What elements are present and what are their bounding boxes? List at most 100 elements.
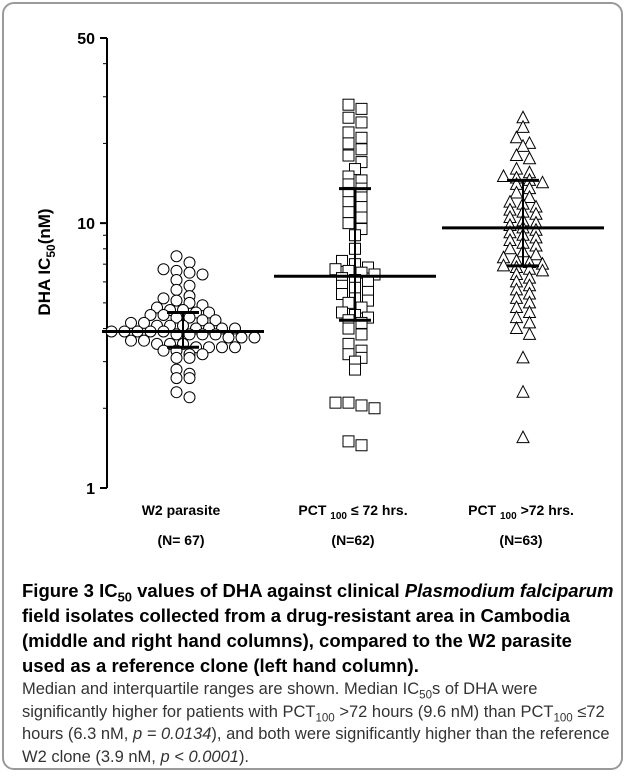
data-point-triangle [516, 430, 530, 444]
data-point-square [362, 275, 374, 288]
data-point-triangle [516, 350, 530, 364]
data-point-triangle [503, 241, 517, 255]
data-point-triangle [516, 138, 530, 152]
data-point-circle [222, 331, 235, 344]
data-point-square [355, 328, 368, 341]
chart-axes: 1 10 50 [77, 31, 108, 498]
data-point-circle [183, 391, 196, 404]
data-point-square [342, 322, 355, 335]
data-point-circle [170, 294, 183, 307]
data-point-circle [170, 372, 183, 385]
data-point-square [336, 288, 348, 301]
data-point-triangle [535, 263, 550, 277]
data-point-square [342, 126, 355, 139]
data-point-square [342, 337, 355, 350]
data-point-square [368, 402, 381, 415]
axis-labels: DHA IC50(nM) W2 parasite (N= 67) PCT 100 ≤… [35, 208, 574, 548]
data-point-circle [125, 316, 137, 329]
data-points [105, 98, 550, 452]
data-point-circle [229, 341, 241, 354]
data-point-circle [157, 308, 170, 321]
data-point-triangle [516, 119, 530, 133]
data-point-circle [170, 386, 183, 399]
data-point-triangle [529, 247, 543, 261]
data-point-square [355, 102, 368, 115]
data-point-square [342, 435, 355, 448]
data-point-circle [183, 372, 196, 385]
data-point-square [355, 143, 368, 156]
data-point-square [355, 399, 368, 412]
data-point-circle [183, 266, 196, 279]
data-point-triangle [496, 168, 511, 182]
data-point-circle [216, 341, 228, 354]
data-point-circle [235, 331, 248, 344]
data-point-circle [170, 351, 183, 364]
data-point-circle [157, 344, 170, 357]
data-point-circle [157, 292, 170, 305]
data-point-circle [196, 348, 209, 361]
data-point-triangle [522, 151, 537, 165]
data-point-triangle [535, 175, 550, 189]
x-category-label: W2 parasite [142, 502, 221, 518]
data-point-square [362, 294, 374, 307]
data-point-square [349, 163, 361, 176]
data-point-circle [170, 250, 183, 263]
y-tick-label: 50 [77, 31, 95, 48]
data-point-square [329, 263, 342, 276]
data-point-circle [125, 334, 137, 347]
data-point-square [342, 111, 355, 124]
data-point-square [355, 131, 368, 144]
data-point-circle [183, 351, 196, 364]
y-tick-label: 1 [86, 481, 95, 498]
data-point-square [349, 363, 361, 376]
y-axis-label: DHA IC50(nM) [35, 208, 58, 315]
data-point-square [336, 306, 348, 319]
data-point-circle [196, 268, 209, 281]
x-category-n-label: (N=63) [499, 532, 542, 548]
data-point-triangle [522, 326, 537, 340]
data-point-triangle [496, 258, 511, 272]
data-point-square [342, 348, 355, 361]
data-point-triangle [509, 185, 524, 199]
data-point-square [342, 217, 355, 230]
data-point-circle [183, 256, 196, 269]
data-point-square [368, 268, 381, 281]
data-point-square [342, 196, 355, 209]
data-point-triangle [522, 189, 537, 203]
data-point-triangle [522, 315, 537, 329]
data-point-circle [209, 314, 222, 327]
caption-body: Median and interquartile ranges are show… [22, 680, 610, 766]
data-point-circle [248, 331, 261, 344]
data-point-circle [196, 314, 209, 327]
data-point-triangle [516, 384, 530, 398]
data-point-triangle [509, 320, 524, 335]
median-iqr-bars [102, 178, 604, 349]
figure-caption: Figure 3 IC50 values of DHA against clin… [22, 578, 618, 768]
data-point-square [342, 396, 355, 409]
data-point-circle [144, 308, 157, 321]
y-tick-label: 10 [77, 216, 95, 233]
data-point-square [355, 156, 368, 169]
scatter-chart: 1 10 50 DHA IC50(nM) W2 parasite (N= 67) PCT… [35, 31, 604, 548]
data-point-square [355, 439, 368, 452]
data-point-triangle [509, 147, 524, 162]
x-category-label: PCT 100 ≤ 72 hrs. [298, 502, 407, 522]
data-point-circle [170, 283, 183, 296]
data-point-circle [183, 279, 196, 292]
data-point-square [336, 254, 348, 267]
x-category-label: PCT 100 >72 hrs. [468, 502, 574, 522]
x-category-n-label: (N=62) [331, 532, 374, 548]
x-category-n-label: (N= 67) [157, 532, 204, 548]
data-point-square [342, 98, 355, 111]
data-point-square [355, 201, 368, 214]
data-point-triangle [509, 130, 524, 144]
data-point-square [355, 116, 368, 129]
data-point-square [342, 149, 355, 162]
data-point-circle [157, 263, 170, 276]
data-point-square [329, 396, 342, 409]
data-point-square [355, 316, 368, 329]
data-point-square [342, 137, 355, 150]
caption-title: Figure 3 IC50 values of DHA against clin… [22, 580, 614, 676]
data-point-circle [138, 316, 150, 329]
data-point-circle [203, 306, 215, 319]
